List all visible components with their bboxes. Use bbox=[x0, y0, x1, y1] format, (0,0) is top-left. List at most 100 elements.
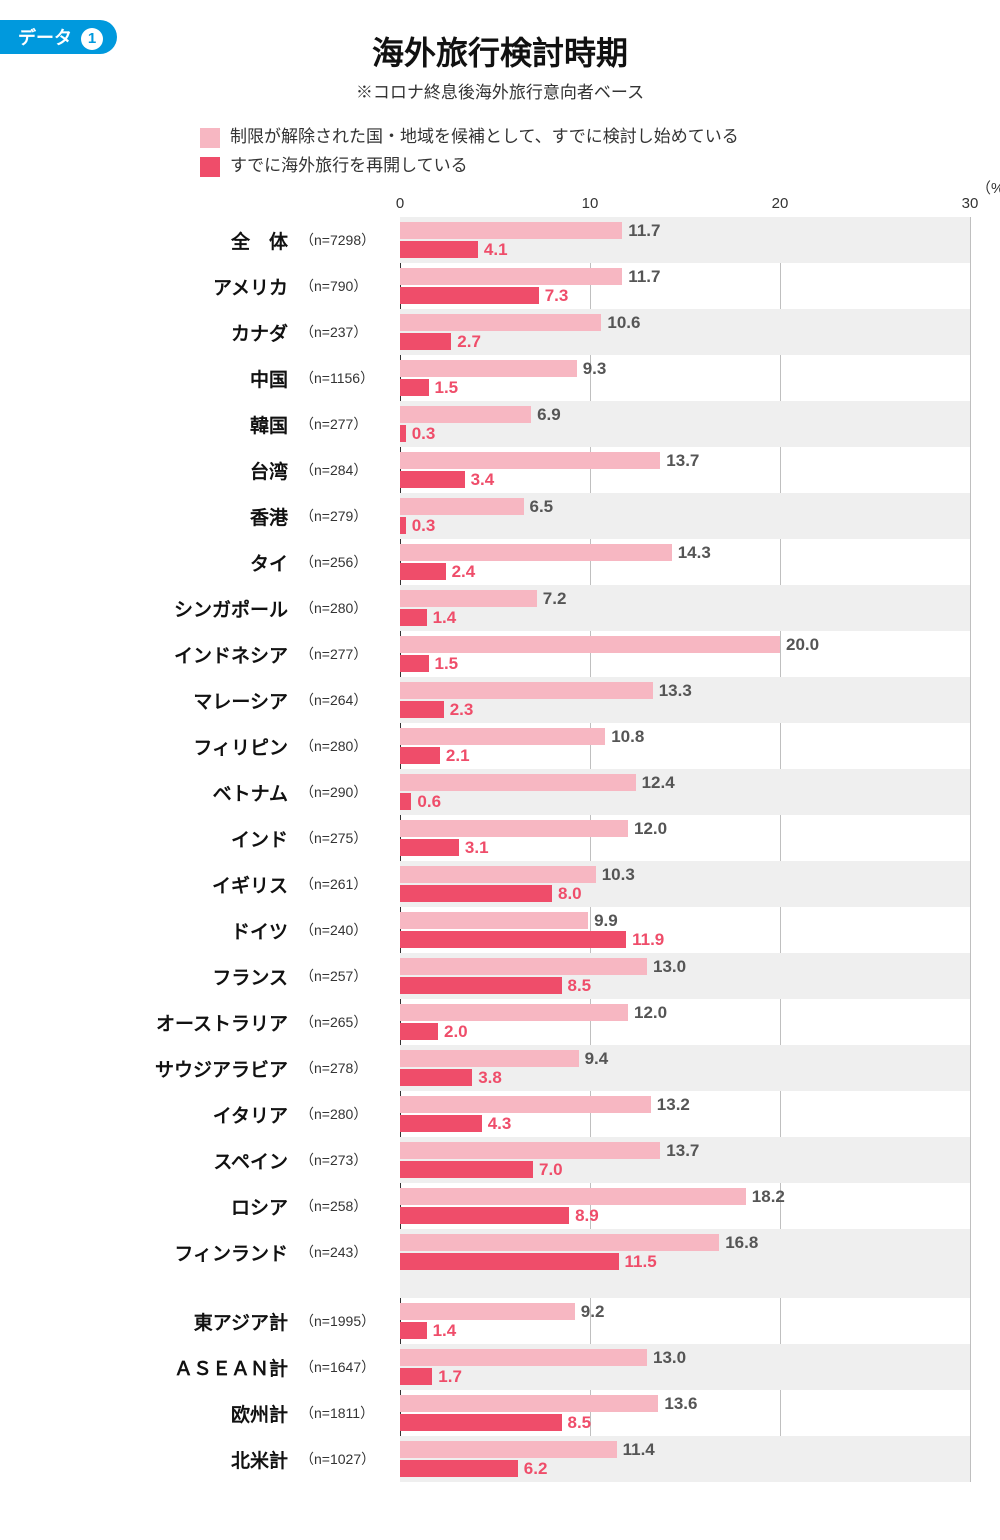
row-label: 全 体 bbox=[231, 227, 288, 254]
bar-series1: 13.0 bbox=[400, 958, 647, 975]
row-label: インドネシア bbox=[174, 641, 288, 668]
bar-value: 16.8 bbox=[725, 1233, 758, 1253]
row-n: （n=280） bbox=[300, 598, 388, 618]
bar-series1: 16.8 bbox=[400, 1234, 719, 1251]
bar-value: 4.1 bbox=[484, 240, 508, 260]
chart-row: スペイン（n=273）13.77.0 bbox=[30, 1137, 970, 1183]
bar-series2: 2.1 bbox=[400, 747, 440, 764]
bar-value: 14.3 bbox=[678, 543, 711, 563]
bar-series1: 10.6 bbox=[400, 314, 601, 331]
bar-value: 7.3 bbox=[545, 286, 569, 306]
row-n: （n=257） bbox=[300, 966, 388, 986]
row-label: タイ bbox=[250, 549, 288, 576]
bar-value: 12.0 bbox=[634, 1003, 667, 1023]
row-n: （n=1995） bbox=[300, 1311, 388, 1331]
bar-series2: 3.8 bbox=[400, 1069, 472, 1086]
bar-series1: 7.2 bbox=[400, 590, 537, 607]
bar-series2: 2.7 bbox=[400, 333, 451, 350]
row-label: イタリア bbox=[213, 1101, 288, 1128]
bar-value: 7.2 bbox=[543, 589, 567, 609]
chart-row: 台湾（n=284）13.73.4 bbox=[30, 447, 970, 493]
row-n: （n=237） bbox=[300, 322, 388, 342]
chart-row: 中国（n=1156）9.31.5 bbox=[30, 355, 970, 401]
legend-swatch bbox=[200, 128, 220, 148]
bar-series1: 6.9 bbox=[400, 406, 531, 423]
row-label: ドイツ bbox=[231, 917, 288, 944]
chart-row: インド（n=275）12.03.1 bbox=[30, 815, 970, 861]
row-label: マレーシア bbox=[193, 687, 288, 714]
legend: 制限が解除された国・地域を候補として、すでに検討し始めているすでに海外旅行を再開… bbox=[200, 123, 970, 181]
row-label: ベトナム bbox=[213, 779, 288, 806]
bar-series1: 13.6 bbox=[400, 1395, 658, 1412]
bar-series1: 9.4 bbox=[400, 1050, 579, 1067]
row-n: （n=290） bbox=[300, 782, 388, 802]
row-label: サウジアラビア bbox=[155, 1055, 288, 1082]
chart-row: ドイツ（n=240）9.911.9 bbox=[30, 907, 970, 953]
bar-value: 10.3 bbox=[602, 865, 635, 885]
row-n: （n=280） bbox=[300, 736, 388, 756]
spacer-row bbox=[30, 1275, 970, 1298]
row-label: 北米計 bbox=[231, 1446, 288, 1473]
bar-series1: 13.3 bbox=[400, 682, 653, 699]
bar-series1: 11.7 bbox=[400, 222, 622, 239]
row-n: （n=273） bbox=[300, 1150, 388, 1170]
chart-row: 全 体 （n=7298） 11.74.1 bbox=[30, 217, 970, 263]
bar-series2: 1.7 bbox=[400, 1368, 432, 1385]
bar-value: 9.3 bbox=[583, 359, 607, 379]
row-label: ＡＳＥＡＮ計 bbox=[174, 1354, 288, 1381]
chart-row: シンガポール（n=280）7.21.4 bbox=[30, 585, 970, 631]
chart-row: 東アジア計（n=1995）9.21.4 bbox=[30, 1298, 970, 1344]
bar-value: 10.6 bbox=[607, 313, 640, 333]
bar-series2: 1.5 bbox=[400, 379, 429, 396]
bar-series1: 9.3 bbox=[400, 360, 577, 377]
bar-series2: 8.0 bbox=[400, 885, 552, 902]
bar-series2: 2.3 bbox=[400, 701, 444, 718]
bar-value: 11.9 bbox=[632, 930, 664, 950]
bar-series2: 8.5 bbox=[400, 1414, 562, 1431]
chart-row: フィリピン （n=280） 10.8 2.1 bbox=[30, 723, 970, 769]
bar-value: 3.8 bbox=[478, 1068, 502, 1088]
chart-row: タイ （n=256） 14.3 2.4 bbox=[30, 539, 970, 585]
chart-row: フランス（n=257）13.08.5 bbox=[30, 953, 970, 999]
bar-series1: 9.2 bbox=[400, 1303, 575, 1320]
bar-series2: 0.6 bbox=[400, 793, 411, 810]
bar-series2: 8.5 bbox=[400, 977, 562, 994]
bar-value: 9.2 bbox=[581, 1302, 605, 1322]
legend-label: すでに海外旅行を再開している bbox=[230, 152, 468, 181]
bar-series2: 2.4 bbox=[400, 563, 446, 580]
chart-row: イギリス（n=261）10.38.0 bbox=[30, 861, 970, 907]
bar-series1: 13.2 bbox=[400, 1096, 651, 1113]
bar-series2: 1.4 bbox=[400, 1322, 427, 1339]
chart-row: サウジアラビア（n=278）9.43.8 bbox=[30, 1045, 970, 1091]
chart-row: 香港（n=279）6.50.3 bbox=[30, 493, 970, 539]
bar-value: 11.4 bbox=[623, 1440, 655, 1460]
bar-value: 8.5 bbox=[568, 1413, 592, 1433]
row-n: （n=1811） bbox=[300, 1403, 388, 1423]
row-n: （n=256） bbox=[300, 552, 388, 572]
chart-row: イタリア（n=280）13.24.3 bbox=[30, 1091, 970, 1137]
bar-series2: 7.3 bbox=[400, 287, 539, 304]
bar-series2: 6.2 bbox=[400, 1460, 518, 1477]
unit-label: （%） bbox=[976, 177, 1000, 198]
row-label: フィリピン bbox=[193, 733, 288, 760]
row-n: （n=243） bbox=[300, 1242, 388, 1262]
bar-value: 1.4 bbox=[433, 608, 457, 628]
bar-series1: 6.5 bbox=[400, 498, 524, 515]
row-n: （n=7298） bbox=[300, 230, 388, 250]
x-tick-label: 20 bbox=[772, 195, 789, 212]
bar-value: 3.1 bbox=[465, 838, 489, 858]
bar-series2: 11.9 bbox=[400, 931, 626, 948]
bar-value: 13.6 bbox=[664, 1394, 697, 1414]
bar-series2: 3.4 bbox=[400, 471, 465, 488]
bar-value: 1.5 bbox=[435, 378, 459, 398]
chart-row: カナダ（n=237）10.62.7 bbox=[30, 309, 970, 355]
row-n: （n=278） bbox=[300, 1058, 388, 1078]
bar-value: 13.0 bbox=[653, 1348, 686, 1368]
bar-value: 10.8 bbox=[611, 727, 644, 747]
row-label: 香港 bbox=[250, 503, 288, 530]
bar-value: 2.7 bbox=[457, 332, 481, 352]
chart-title: 海外旅行検討時期 bbox=[30, 28, 970, 74]
bar-value: 2.0 bbox=[444, 1022, 468, 1042]
bar-value: 2.1 bbox=[446, 746, 470, 766]
bar-value: 7.0 bbox=[539, 1160, 563, 1180]
